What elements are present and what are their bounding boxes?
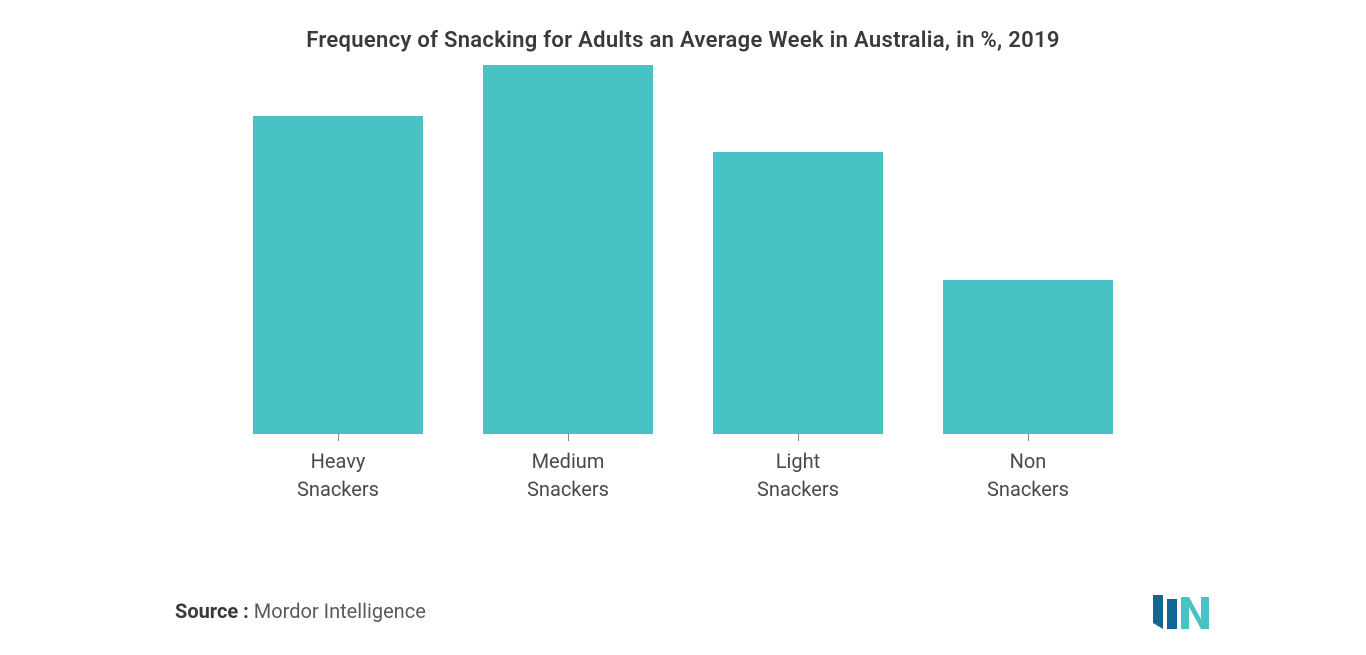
chart-container: Frequency of Snacking for Adults an Aver…	[0, 0, 1366, 655]
bar-label-line1: Heavy	[311, 449, 366, 473]
bar-label-line2: Snackers	[297, 477, 379, 501]
bar-label-line2: Snackers	[757, 477, 839, 501]
bars-wrapper: Heavy Snackers Medium Snackers Light Sna…	[183, 93, 1183, 503]
mordor-logo	[1151, 591, 1211, 633]
source-label: Source :	[175, 599, 249, 623]
bar-group-non: Non Snackers	[943, 280, 1113, 503]
tick-mark	[1028, 433, 1029, 441]
bar-group-light: Light Snackers	[713, 152, 883, 503]
tick-mark	[798, 433, 799, 441]
bar-non	[943, 280, 1113, 434]
bar-label-light: Light Snackers	[757, 447, 839, 503]
bar-light	[713, 152, 883, 434]
source-line: Source : Mordor Intelligence	[175, 599, 426, 623]
chart-title: Frequency of Snacking for Adults an Aver…	[40, 28, 1326, 53]
bar-label-line2: Snackers	[527, 477, 609, 501]
source-value: Mordor Intelligence	[249, 599, 426, 623]
bar-label-line1: Light	[776, 449, 820, 473]
plot-area: Heavy Snackers Medium Snackers Light Sna…	[183, 93, 1183, 503]
bar-label-non: Non Snackers	[987, 447, 1069, 503]
bar-group-medium: Medium Snackers	[483, 65, 653, 503]
tick-mark	[568, 433, 569, 441]
bar-label-line2: Snackers	[987, 477, 1069, 501]
tick-mark	[338, 433, 339, 441]
bar-group-heavy: Heavy Snackers	[253, 116, 423, 503]
bar-label-line1: Medium	[532, 449, 605, 473]
bar-label-heavy: Heavy Snackers	[297, 447, 379, 503]
bar-medium	[483, 65, 653, 434]
bar-label-medium: Medium Snackers	[527, 447, 609, 503]
mordor-logo-icon	[1151, 591, 1211, 633]
bar-heavy	[253, 116, 423, 434]
bar-label-line1: Non	[1010, 449, 1047, 473]
